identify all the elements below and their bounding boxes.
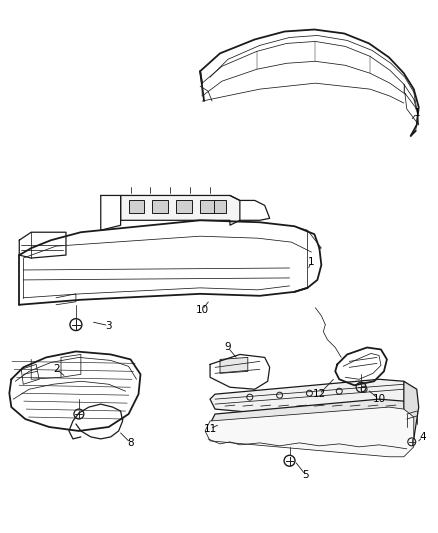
Polygon shape (176, 200, 192, 213)
Text: 10: 10 (195, 305, 208, 314)
Text: 8: 8 (127, 438, 134, 448)
Text: 1: 1 (413, 108, 420, 118)
Polygon shape (129, 200, 145, 213)
Text: 4: 4 (420, 432, 426, 442)
Polygon shape (205, 407, 414, 457)
Text: 3: 3 (106, 321, 112, 330)
Text: 9: 9 (225, 343, 231, 352)
Text: 11: 11 (203, 424, 217, 434)
Text: 12: 12 (313, 389, 326, 399)
Polygon shape (220, 358, 248, 373)
Text: 2: 2 (54, 365, 60, 374)
Polygon shape (152, 200, 168, 213)
Text: 1: 1 (308, 257, 315, 267)
Polygon shape (210, 379, 414, 424)
Polygon shape (200, 200, 216, 213)
Polygon shape (120, 196, 240, 225)
Polygon shape (214, 200, 226, 213)
Text: 5: 5 (302, 470, 309, 480)
Polygon shape (404, 381, 419, 447)
Polygon shape (210, 399, 414, 449)
Text: 10: 10 (372, 394, 385, 404)
